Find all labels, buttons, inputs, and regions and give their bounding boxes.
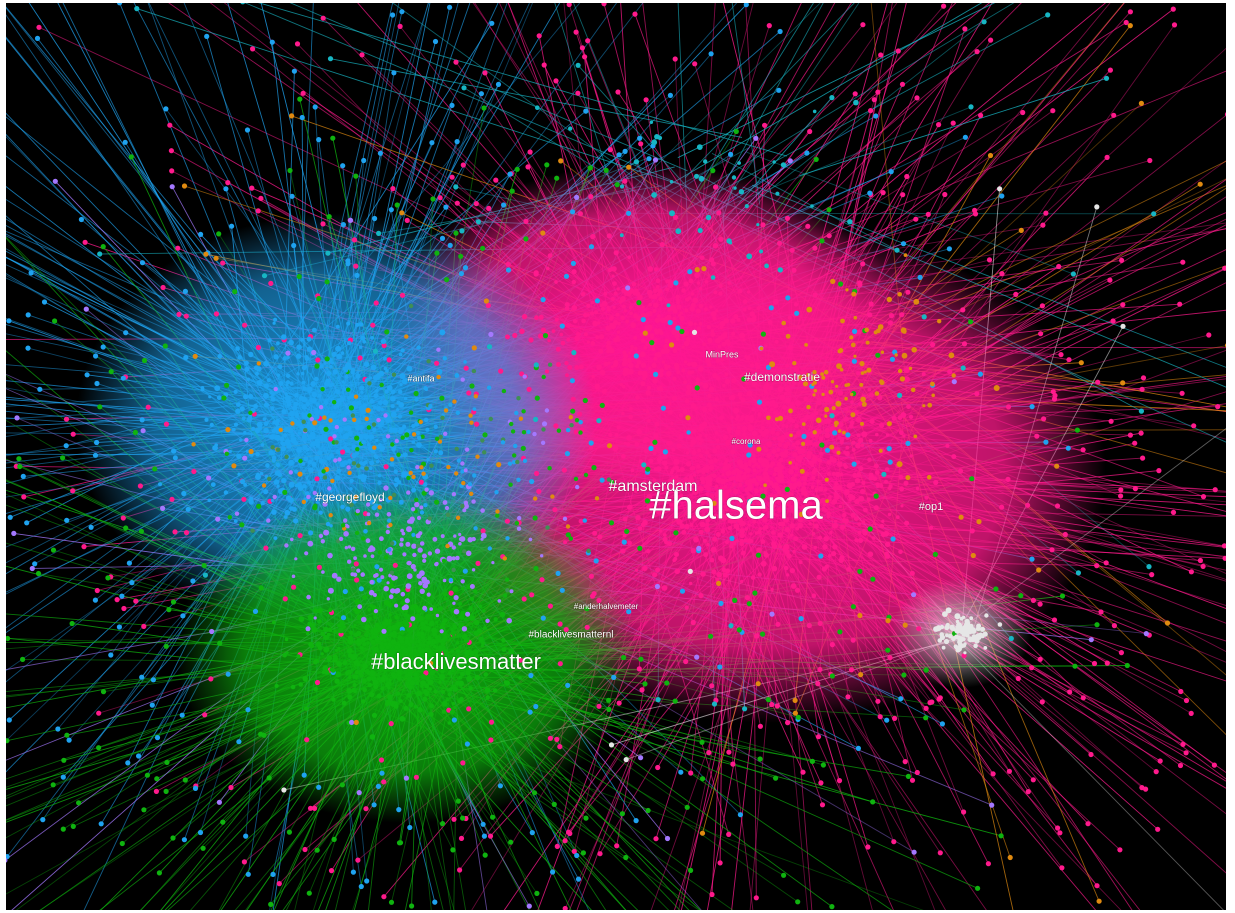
label-blacklivesmatter: #blacklivesmatter bbox=[371, 649, 541, 674]
nodes-layer bbox=[6, 3, 1226, 910]
label-anderhalvemeter: #anderhalvemeter bbox=[574, 602, 639, 611]
label-demonstratie: #demonstratie bbox=[744, 370, 820, 384]
network-graph-frame: #halsema #blacklivesmatter #amsterdam #g… bbox=[6, 3, 1226, 910]
label-antifa: #antifa bbox=[407, 373, 434, 383]
label-amsterdam: #amsterdam bbox=[609, 478, 698, 495]
label-corona: #corona bbox=[732, 437, 761, 446]
label-blacklivesmatternl: #blacklivesmatternl bbox=[528, 630, 613, 641]
network-graph: #halsema #blacklivesmatter #amsterdam #g… bbox=[6, 3, 1226, 910]
label-minpres: MinPres bbox=[705, 349, 739, 359]
label-halsema: #halsema bbox=[649, 484, 823, 528]
label-georgefloyd: #georgefloyd bbox=[315, 490, 384, 504]
labels-layer: #halsema #blacklivesmatter #amsterdam #g… bbox=[315, 349, 944, 674]
label-op1: #op1 bbox=[919, 501, 943, 513]
